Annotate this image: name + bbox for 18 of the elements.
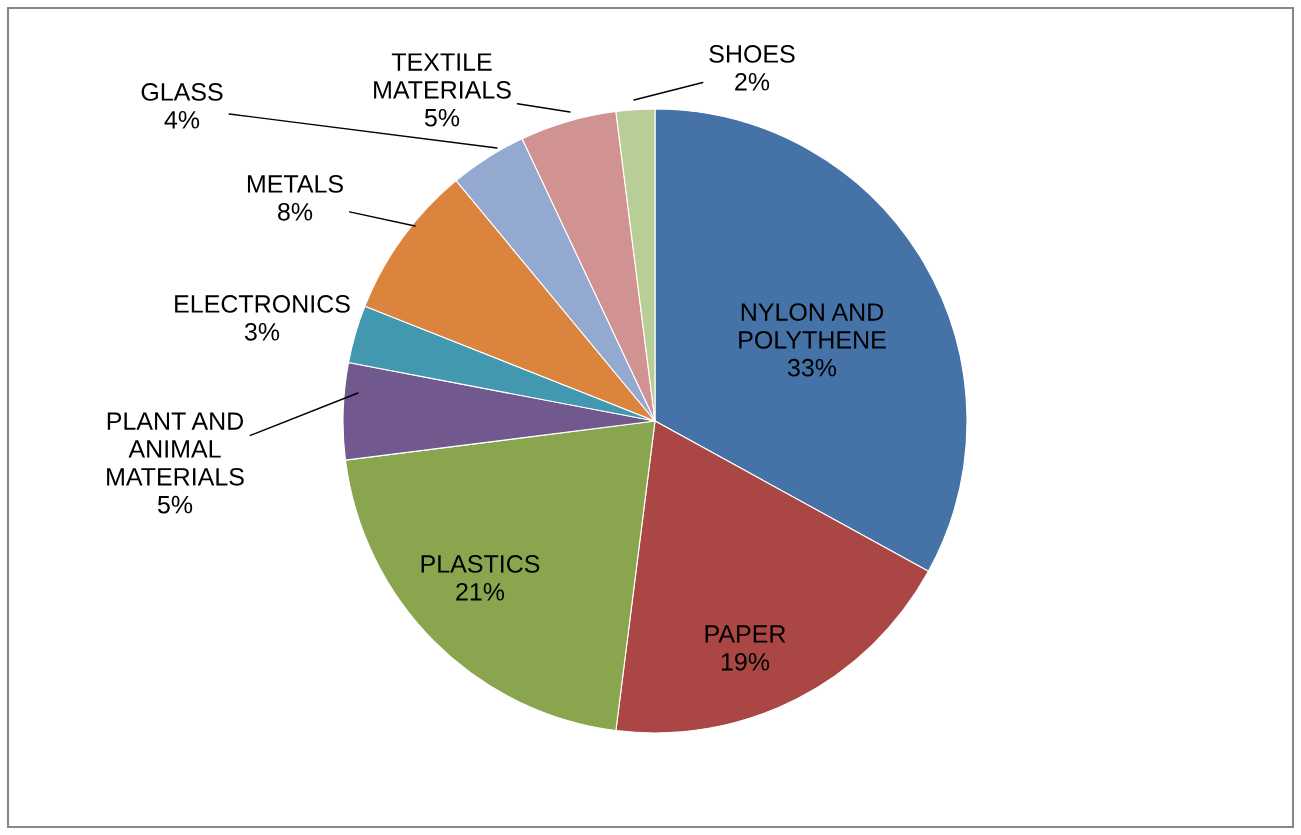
slice-label: PAPER xyxy=(705,625,786,643)
data-label: 5% xyxy=(157,495,193,514)
slice-label: GLASS xyxy=(141,83,223,101)
data-label: 19% xyxy=(721,652,770,671)
slice-label: METALS xyxy=(247,175,343,193)
slice-label: SHOES xyxy=(709,45,795,63)
slice-label: PLANT AND ANIMAL MATERIALS xyxy=(107,412,244,486)
data-label: 5% xyxy=(424,108,460,127)
data-label: 4% xyxy=(164,111,200,129)
slice-label: ELECTRONICS xyxy=(175,295,350,313)
data-label: 21% xyxy=(456,582,505,601)
slice-label: PLASTICS xyxy=(421,555,540,573)
slice-label: NYLON AND POLYTHENE xyxy=(739,303,886,349)
data-label: 33% xyxy=(787,358,837,377)
data-label: 8% xyxy=(278,202,313,221)
slice-label: TEXTILE MATERIALS xyxy=(374,53,511,99)
data-label: 2% xyxy=(735,72,770,91)
data-label: 3% xyxy=(244,322,280,341)
